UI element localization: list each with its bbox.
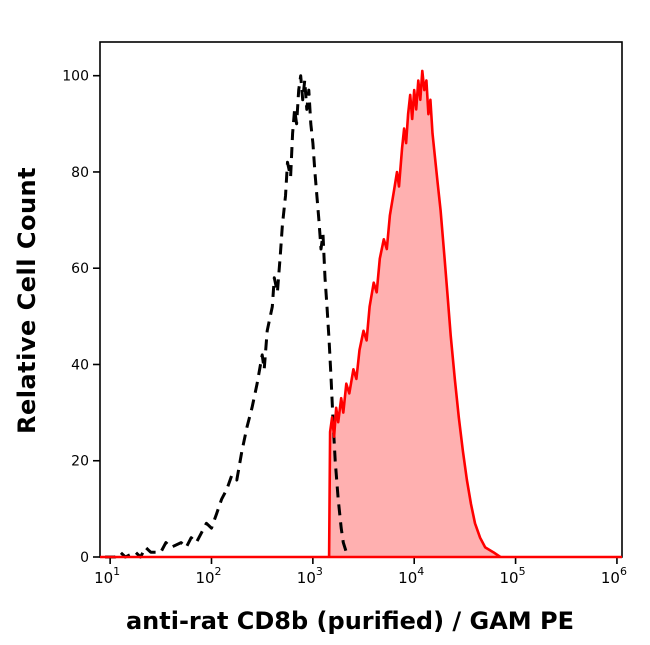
cd8b-pe-positive-fill [329, 70, 501, 558]
x-tick-label: 106 [601, 565, 627, 587]
y-tick-label: 100 [62, 69, 89, 85]
y-tick-label: 0 [80, 550, 89, 566]
y-tick-label: 40 [71, 357, 89, 373]
x-tick-label: 104 [398, 565, 424, 587]
x-tick-label: 102 [195, 565, 221, 587]
negative-control-dashed-curve [105, 74, 351, 559]
x-axis-label: anti-rat CD8b (purified) / GAM PE [125, 607, 575, 635]
y-tick-label: 20 [71, 454, 89, 470]
histogram-plot: 0 20 40 60 80 100 101 102 103 104 105 106 [62, 41, 627, 587]
x-tick-label: 103 [297, 565, 323, 587]
y-tick-label: 80 [71, 165, 89, 181]
x-tick-label: 101 [94, 565, 120, 587]
x-tick-label: 105 [500, 565, 526, 587]
y-tick-label: 60 [71, 261, 89, 277]
cd8b-pe-positive-curve [327, 69, 502, 559]
